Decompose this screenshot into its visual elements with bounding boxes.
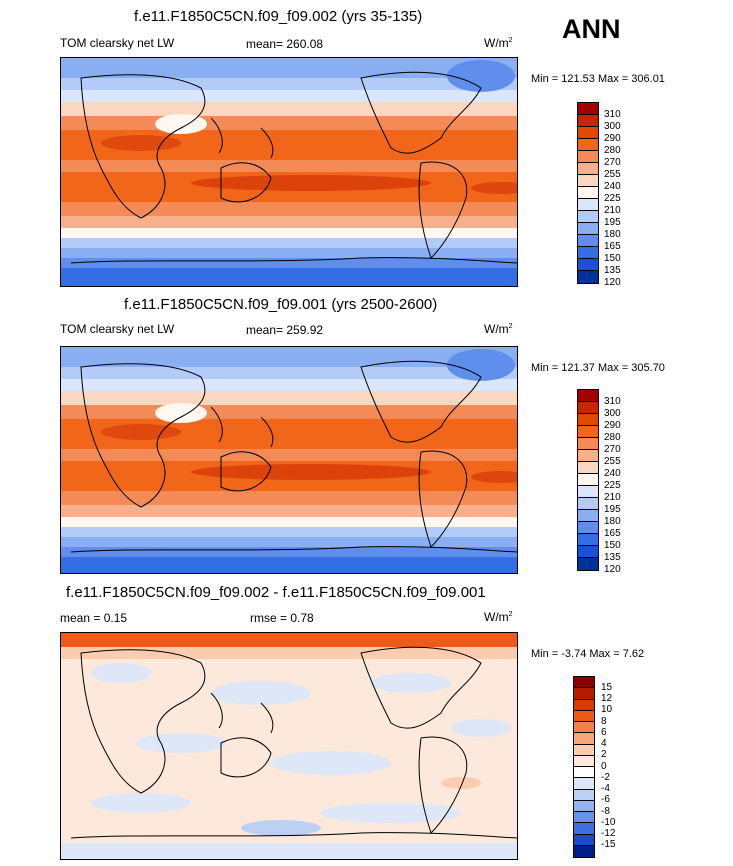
panel2-colorbar (577, 389, 599, 571)
panel3-cbar-label: 2 (601, 749, 607, 760)
panel2-cbar-label: 270 (604, 444, 621, 455)
panel2-minmax: Min = 121.37 Max = 305.70 (531, 362, 665, 374)
panel3-cbar-label: 4 (601, 738, 607, 749)
panel3-cbar-label: -10 (601, 817, 616, 828)
panel2-map (60, 346, 518, 574)
panel2-cbar-label: 300 (604, 408, 621, 419)
panel2-cbar-label: 150 (604, 540, 621, 551)
panel2-cbar-label: 165 (604, 528, 621, 539)
season-label: ANN (562, 14, 621, 44)
panel3-minmax: Min = -3.74 Max = 7.62 (531, 648, 645, 660)
panel1-map (60, 57, 518, 287)
panel1-cbar-label: 120 (604, 277, 621, 288)
panel2-map-field (61, 347, 517, 573)
panel3-map-field (61, 633, 517, 859)
panel2-cbar-label: 225 (604, 480, 621, 491)
panel1-minmax: Min = 121.53 Max = 306.01 (531, 73, 665, 85)
panel1-map-field (61, 58, 517, 286)
panel3-cbar-label: -4 (601, 783, 610, 794)
panel2-cbar-label: 310 (604, 396, 621, 407)
panel2-cbar-label: 135 (604, 552, 621, 563)
panel1-units: W/m2 (484, 36, 513, 50)
panel1-mean: mean= 260.08 (246, 37, 324, 51)
panel1-cbar-label: 180 (604, 229, 621, 240)
panel1-cbar-label: 225 (604, 193, 621, 204)
panel1-cbar-label: 270 (604, 157, 621, 168)
panel1-cbar-label: 310 (604, 109, 621, 120)
panel2-cbar-label: 290 (604, 420, 621, 431)
panel1-cbar-label: 300 (604, 121, 621, 132)
panel3-cbar-label: 12 (601, 693, 613, 704)
panel2-cbar-label: 255 (604, 456, 621, 467)
panel3-cbar-label: -8 (601, 806, 610, 817)
panel3-rmse: rmse = 0.78 (250, 611, 314, 625)
panel3-cbar-label: 0 (601, 761, 607, 772)
panel2-units: W/m2 (484, 322, 513, 336)
panel2-cbar-label: 180 (604, 516, 621, 527)
panel3-mean: mean = 0.15 (60, 611, 128, 625)
panel1-title: f.e11.F1850C5CN.f09_f09.002 (yrs 35-135) (134, 8, 423, 25)
panel1-cbar-label: 280 (604, 145, 621, 156)
panel2-cbar-label: 280 (604, 432, 621, 443)
panel3-colorbar (573, 676, 595, 858)
panel2-title: f.e11.F1850C5CN.f09_f09.001 (yrs 2500-26… (124, 296, 438, 313)
panel3-cbar-label: 10 (601, 704, 613, 715)
panel3-cbar-label: 6 (601, 727, 607, 738)
panel2-mean: mean= 259.92 (246, 323, 324, 337)
panel1-cbar-label: 150 (604, 253, 621, 264)
panel3-title: f.e11.F1850C5CN.f09_f09.002 - f.e11.F185… (66, 584, 486, 601)
panel2-cbar-label: 120 (604, 564, 621, 575)
panel1-cbar-label: 165 (604, 241, 621, 252)
panel1-cbar-label: 255 (604, 169, 621, 180)
panel3-cbar-label: -2 (601, 772, 610, 783)
panel1-cbar-label: 240 (604, 181, 621, 192)
panel1-variable: TOM clearsky net LW (60, 36, 175, 50)
panel2-cbar-label: 195 (604, 504, 621, 515)
panel1-cbar-label: 210 (604, 205, 621, 216)
panel3-cbar-label: -12 (601, 828, 616, 839)
panel1-colorbar (577, 102, 599, 284)
panel3-cbar-label: 8 (601, 716, 607, 727)
panel3-cbar-label: -15 (601, 839, 616, 850)
panel1-cbar-label: 135 (604, 265, 621, 276)
panel1-cbar-label: 195 (604, 217, 621, 228)
panel3-cbar-label: 15 (601, 682, 613, 693)
panel3-units: W/m2 (484, 610, 513, 624)
panel1-cbar-label: 290 (604, 133, 621, 144)
panel3-map (60, 632, 518, 860)
panel2-cbar-label: 210 (604, 492, 621, 503)
panel2-variable: TOM clearsky net LW (60, 322, 175, 336)
panel3-cbar-label: -6 (601, 794, 610, 805)
panel2-cbar-label: 240 (604, 468, 621, 479)
